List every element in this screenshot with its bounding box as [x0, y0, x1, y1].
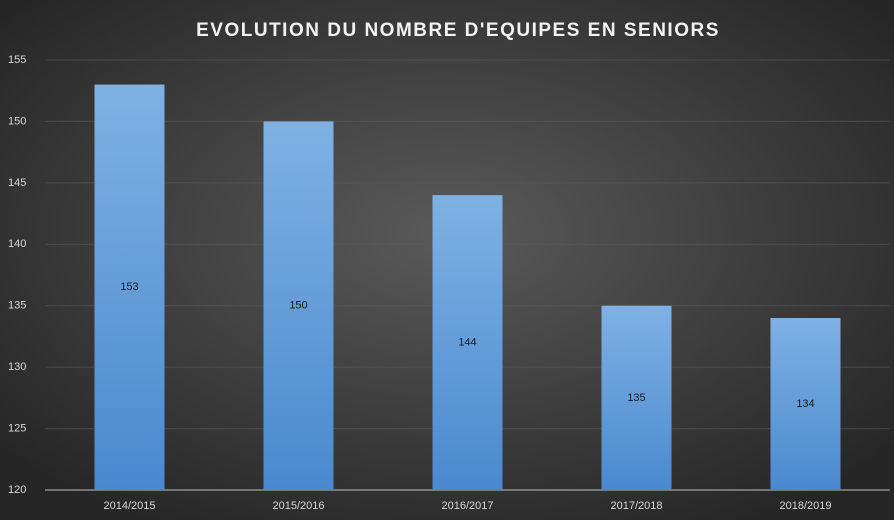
x-tick-label: 2015/2016 — [273, 500, 325, 512]
y-tick-label: 140 — [8, 238, 26, 250]
y-tick-label: 145 — [8, 177, 26, 189]
data-label: 134 — [796, 398, 814, 410]
y-tick-label: 125 — [8, 422, 26, 434]
chart-title: EVOLUTION DU NOMBRE D'EQUIPES EN SENIORS — [196, 20, 720, 41]
bar — [432, 195, 503, 490]
data-label: 153 — [120, 281, 138, 293]
y-tick-label: 130 — [8, 361, 26, 373]
x-tick-label: 2014/2015 — [104, 500, 156, 512]
y-tick-label: 150 — [8, 115, 26, 127]
bar — [770, 318, 841, 490]
x-tick-label: 2016/2017 — [442, 500, 494, 512]
bar — [263, 121, 334, 490]
y-tick-label: 120 — [8, 484, 26, 496]
x-tick-label: 2018/2019 — [780, 500, 832, 512]
data-label: 135 — [627, 392, 645, 404]
bar — [601, 305, 672, 490]
y-tick-label: 135 — [8, 300, 26, 312]
bar — [94, 84, 165, 491]
data-label: 144 — [458, 336, 476, 348]
x-tick-label: 2017/2018 — [611, 500, 663, 512]
y-tick-label: 155 — [8, 54, 26, 66]
data-label: 150 — [289, 300, 307, 312]
